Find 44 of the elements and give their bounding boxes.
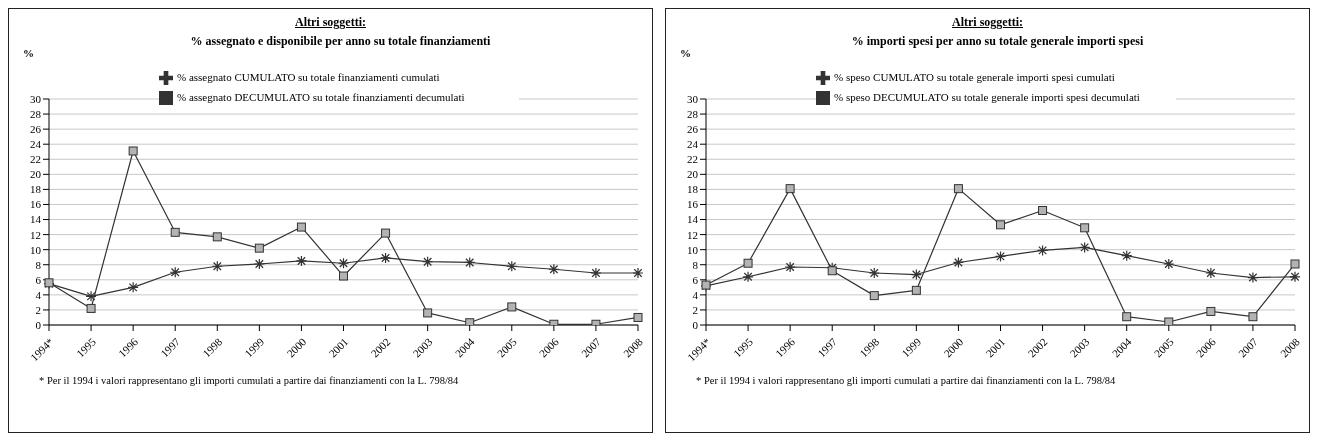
- y-tick-label: 8: [35, 258, 42, 271]
- y-tick-label: 4: [692, 288, 699, 301]
- y-tick-label: 20: [687, 168, 699, 181]
- y-tick-label: 0: [35, 318, 42, 331]
- text: * Per il 1994 i valori rappresentano gli importi cumulati a partire dai finanziamenti con la L. 798/84: [39, 375, 460, 386]
- y-tick-label: 12: [687, 228, 698, 241]
- legend-label: % assegnato CUMULATO su totale finanziamenti cumulati: [177, 71, 440, 83]
- y-tick-label: 26: [687, 123, 699, 136]
- y-tick-label: 18: [30, 183, 42, 196]
- y-tick-label: 28: [30, 107, 42, 120]
- y-tick-label: 20: [30, 168, 42, 181]
- y-tick-label: 2: [35, 303, 41, 316]
- chart-subtitle: % importi spesi per anno su totale generale importi spesi: [851, 34, 1144, 48]
- legend-label: % assegnato DECUMULATO su totale finanziamenti decumulati: [177, 91, 465, 103]
- y-tick-label: 14: [30, 213, 42, 226]
- y-tick-label: 22: [687, 153, 698, 166]
- y-tick-label: 28: [687, 107, 699, 120]
- chart-title: Altri soggetti:: [294, 15, 367, 30]
- y-tick-label: 4: [35, 288, 42, 301]
- y-tick-label: 14: [687, 213, 699, 226]
- y-axis-title: %: [23, 47, 34, 59]
- y-tick-label: 26: [30, 123, 42, 136]
- y-tick-label: 10: [30, 243, 42, 256]
- y-tick-label: 10: [687, 243, 699, 256]
- y-tick-label: 8: [692, 258, 699, 271]
- y-tick-label: 18: [687, 183, 699, 196]
- y-tick-label: 0: [692, 318, 699, 331]
- legend-label: % speso DECUMULATO su totale generale importi spesi decumulati: [834, 91, 1140, 103]
- y-axis-title: %: [680, 47, 691, 59]
- y-tick-label: 6: [35, 273, 42, 286]
- y-tick-label: 16: [30, 198, 42, 211]
- y-tick-label: 6: [692, 273, 699, 286]
- y-tick-label: 30: [687, 92, 699, 105]
- y-tick-label: 30: [30, 92, 42, 105]
- y-tick-label: 24: [30, 138, 42, 151]
- chart-title: Altri soggetti:: [951, 15, 1024, 30]
- text: * Per il 1994 i valori rappresentano gli importi cumulati a partire dai finanziamenti con la L. 798/84: [696, 375, 1117, 386]
- legend-label: % speso CUMULATO su totale generale importi spesi cumulati: [834, 71, 1115, 83]
- y-tick-label: 16: [687, 198, 699, 211]
- chart-subtitle: % assegnato e disponibile per anno su totale finanziamenti: [190, 34, 491, 48]
- y-tick-label: 2: [692, 303, 698, 316]
- y-tick-label: 24: [687, 138, 699, 151]
- y-tick-label: 12: [30, 228, 41, 241]
- y-tick-label: 22: [30, 153, 41, 166]
